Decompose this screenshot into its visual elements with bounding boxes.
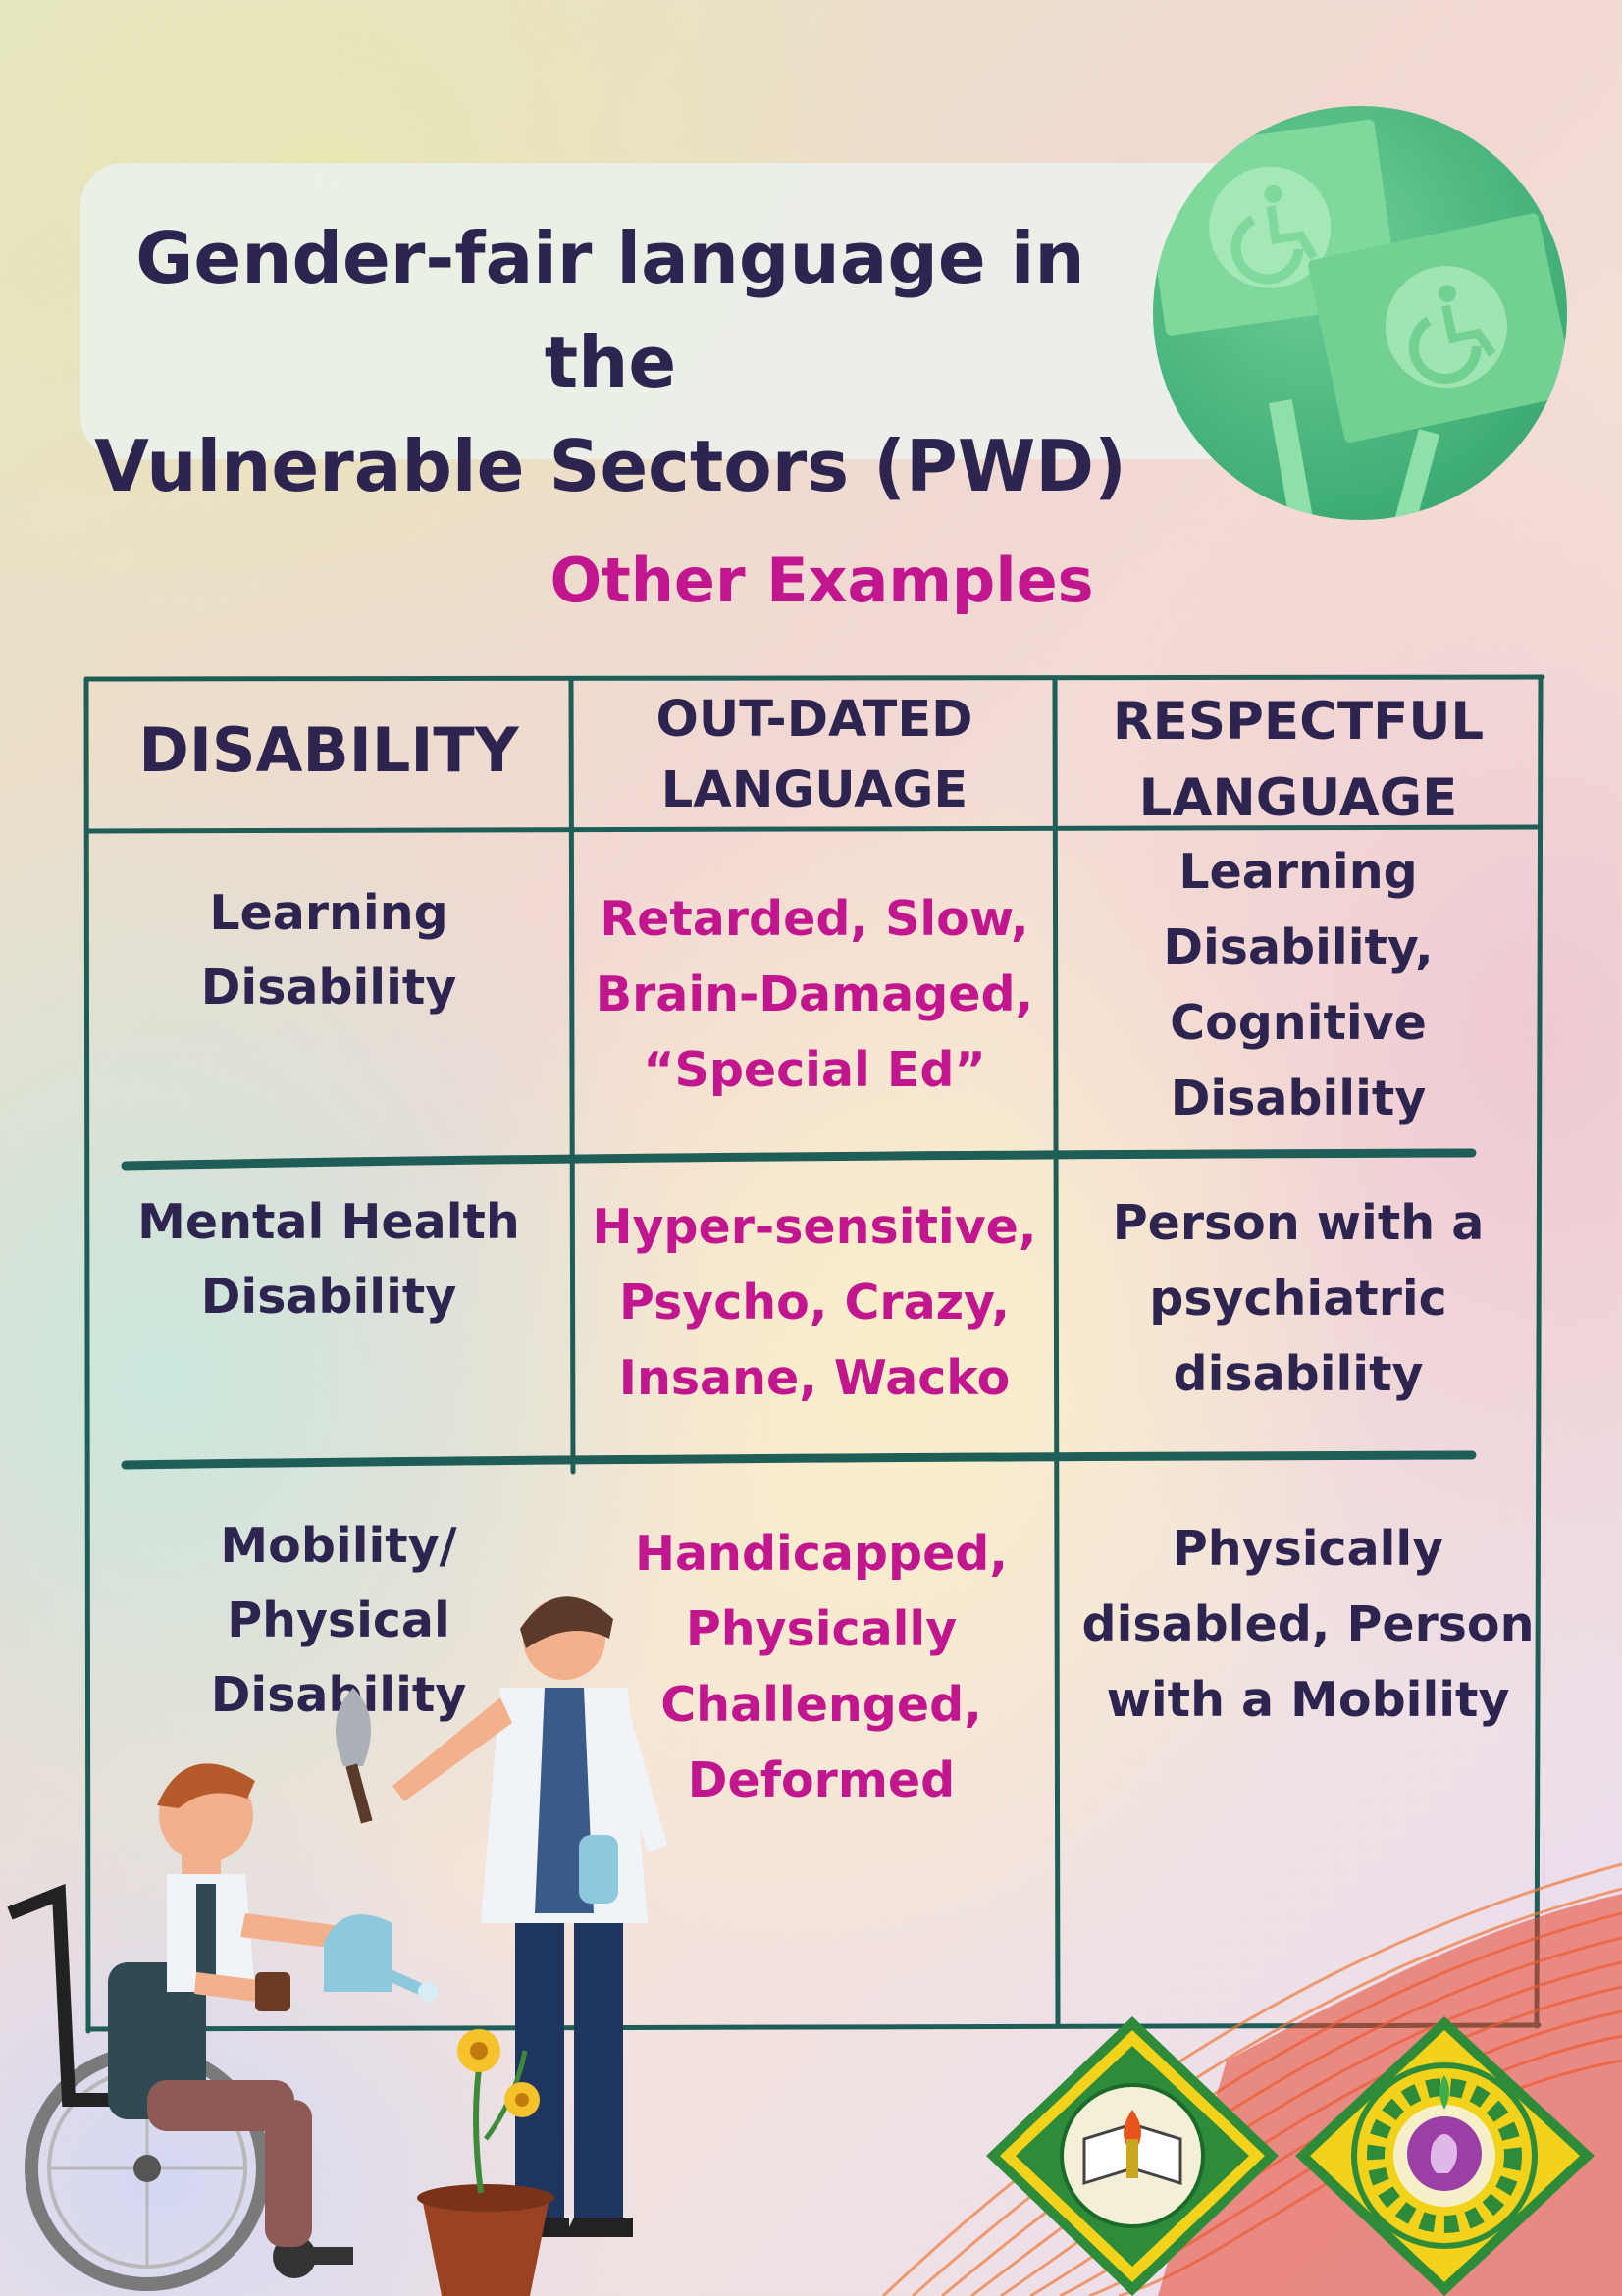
row-3-respectful-line-3: with a Mobility: [1106, 1672, 1510, 1728]
row-2-disability-line-2: Disability: [200, 1269, 457, 1325]
header-disability: DISABILITY: [138, 714, 519, 786]
gender-and-development-seal: [1295, 2016, 1595, 2296]
section-subtitle: Other Examples: [549, 545, 1094, 616]
row-1-disability-line-1: Learning: [209, 885, 448, 941]
row-2-outdated: Hyper-sensitive, Psycho, Crazy, Insane, …: [574, 1189, 1055, 1416]
header-outdated-line-1: OUT-DATED: [655, 691, 973, 749]
row-2-disability: Mental Health Disability: [88, 1185, 569, 1334]
header-outdated-language: OUT-DATED LANGUAGE: [574, 685, 1055, 826]
row-3-respectful-line-1: Physically: [1172, 1521, 1444, 1577]
wheelchair-gardening-illustration: [7, 1596, 667, 2296]
row-1-disability-line-2: Disability: [200, 960, 457, 1016]
row-1-outdated-line-1: Retarded, Slow,: [600, 891, 1029, 947]
row-3-respectful-line-2: disabled, Person: [1081, 1596, 1535, 1652]
title-line-2: Vulnerable Sectors (PWD): [94, 425, 1126, 507]
row-3-outdated-line-2: Physically: [685, 1601, 958, 1657]
cavite-state-university-seal: [986, 2016, 1279, 2296]
header-respectful-line-1: RESPECTFUL: [1112, 692, 1485, 752]
title-banner: [80, 163, 1307, 459]
row-3-outdated: Handicapped, Physically Challenged, Defo…: [581, 1516, 1062, 1818]
wheelchair-sign-icon: [1153, 106, 1567, 520]
row-3-outdated-line-4: Deformed: [687, 1752, 956, 1808]
row-1-outdated-line-3: “Special Ed”: [643, 1042, 986, 1098]
header-outdated-line-2: LANGUAGE: [660, 761, 968, 819]
header-respectful-language: RESPECTFUL LANGUAGE: [1058, 684, 1539, 837]
row-2-respectful-line-3: disability: [1173, 1346, 1424, 1402]
row-3-outdated-line-1: Handicapped,: [634, 1526, 1008, 1582]
row-3-disability-line-1: Mobility/: [220, 1518, 457, 1574]
row-3-respectful: Physically disabled, Person with a Mobil…: [1068, 1511, 1548, 1738]
row-1-respectful-line-4: Disability: [1170, 1070, 1427, 1126]
seated-person: [108, 1763, 392, 2265]
title-line-1: Gender-fair language in the: [135, 217, 1085, 403]
standing-person: [392, 1596, 667, 2237]
watering-can-icon: [324, 1914, 438, 2002]
row-1-respectful-line-2: Disability,: [1163, 919, 1434, 975]
row-1-disability: Learning Disability: [88, 876, 569, 1025]
row-3-outdated-line-3: Challenged,: [660, 1677, 982, 1733]
row-2-outdated-line-1: Hyper-sensitive,: [592, 1199, 1037, 1255]
row-2-respectful-line-1: Person with a: [1112, 1195, 1485, 1251]
row-3-disability: Mobility/ Physical Disability: [98, 1509, 579, 1733]
row-3-disability-line-2: Physical: [227, 1592, 450, 1648]
row-1-outdated-line-2: Brain-Damaged,: [595, 966, 1034, 1022]
page-title: Gender-fair language in the Vulnerable S…: [80, 206, 1140, 518]
row-1-outdated: Retarded, Slow, Brain-Damaged, “Special …: [574, 881, 1055, 1108]
trowel-icon: [336, 1688, 373, 1824]
flower-pot-icon: [417, 2029, 554, 2296]
row-1-respectful-line-1: Learning: [1178, 844, 1418, 900]
row-2-respectful: Person with a psychiatric disability: [1058, 1185, 1539, 1412]
row-1-respectful-line-3: Cognitive: [1170, 995, 1427, 1051]
row-1-respectful: Learning Disability, Cognitive Disabilit…: [1058, 834, 1539, 1136]
row-2-disability-line-1: Mental Health: [137, 1194, 520, 1250]
row-2-respectful-line-2: psychiatric: [1149, 1271, 1447, 1327]
header-respectful-line-2: LANGUAGE: [1138, 768, 1458, 828]
row-2-outdated-line-3: Insane, Wacko: [618, 1350, 1011, 1406]
row-2-outdated-line-2: Psycho, Crazy,: [619, 1275, 1010, 1331]
